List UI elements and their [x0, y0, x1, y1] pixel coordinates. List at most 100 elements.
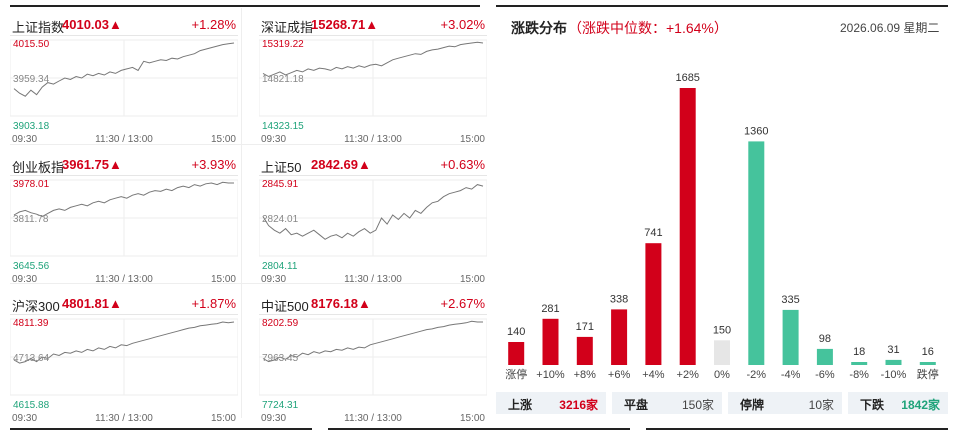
index-card[interactable]: 深证成指 15268.71▲ +3.02% 15319.22 14821.18 14323… [259, 8, 487, 146]
time-axis-end: 15:00 [460, 413, 485, 424]
distribution-bar-value: 150 [713, 324, 731, 336]
time-axis-end: 15:00 [460, 134, 485, 145]
stat-label: 平盘 [624, 398, 649, 412]
time-axis-mid: 11:30 / 13:00 [344, 134, 402, 145]
distribution-bar[interactable] [885, 359, 902, 365]
distribution-bar[interactable] [679, 88, 696, 365]
bottom-rule-1 [10, 428, 312, 430]
distribution-bar[interactable] [714, 340, 730, 365]
stat-value: 10家 [808, 398, 834, 412]
index-low-label: 14323.15 [262, 121, 304, 132]
stat-label: 上涨 [508, 398, 533, 412]
distribution-category-label: 涨停 [505, 367, 527, 381]
distribution-category-label: -8% [849, 369, 869, 381]
index-card[interactable]: 上证指数 4010.03▲ +1.28% 4015.50 3959.34 3903.18 0… [10, 8, 238, 146]
index-value: 2842.69▲ [311, 157, 371, 172]
index-price-line [13, 42, 235, 97]
distribution-category-label: -2% [747, 369, 767, 381]
index-header-separator [10, 175, 238, 176]
distribution-bar[interactable] [851, 362, 868, 365]
distribution-bar-value: 335 [781, 294, 799, 306]
index-card[interactable]: 上证50 2842.69▲ +0.63% 2845.91 2824.01 2804.11 0… [259, 148, 487, 286]
distribution-bar[interactable] [748, 141, 765, 365]
distribution-bar[interactable] [919, 362, 936, 365]
index-header-separator [259, 175, 487, 176]
index-value: 8176.18▲ [311, 296, 371, 311]
bottom-rule-3 [646, 428, 948, 430]
index-card[interactable]: 创业板指 3961.75▲ +3.93% 3978.01 3811.78 3645.56 0… [10, 148, 238, 286]
index-price-line [262, 41, 484, 78]
index-sparkline-chart: 4015.50 3959.34 3903.18 09:30 11:30 / 13:00 1… [10, 39, 238, 145]
stat-value: 1842家 [901, 398, 940, 412]
index-high-label: 4811.39 [13, 318, 49, 329]
index-mid-label: 3959.34 [13, 74, 50, 85]
index-card-header: 创业板指 3961.75▲ +3.93% [10, 148, 238, 176]
distribution-category-label: +10% [536, 369, 565, 381]
distribution-bar[interactable] [782, 309, 799, 365]
distribution-bar-value: 16 [922, 346, 934, 358]
index-name: 上证50 [261, 160, 302, 175]
distribution-median: （涨跌中位数：+1.64%） [568, 20, 728, 36]
index-value: 3961.75▲ [62, 157, 122, 172]
index-change: +1.87% [191, 296, 236, 311]
distribution-bar[interactable] [611, 309, 628, 365]
index-price-line [262, 320, 483, 363]
time-axis-mid: 11:30 / 13:00 [95, 413, 153, 424]
stat-value: 150家 [681, 398, 714, 412]
distribution-category-label: +6% [608, 369, 631, 381]
distribution-category-label: 0% [714, 369, 730, 381]
stat-box[interactable]: 平盘 150家 [612, 392, 722, 414]
index-price-line [262, 184, 484, 240]
time-axis-mid: 11:30 / 13:00 [344, 413, 402, 424]
distribution-bar[interactable] [542, 318, 559, 365]
distribution-date: 2026.06.09 星期二 [840, 21, 940, 35]
distribution-bar[interactable] [645, 243, 662, 365]
index-low-label: 3903.18 [13, 121, 50, 132]
index-sparkline-chart: 8202.59 7963.45 7724.31 09:30 11:30 / 13:00 1… [259, 318, 487, 424]
stat-label: 下跌 [860, 398, 885, 412]
index-card-header: 深证成指 15268.71▲ +3.02% [259, 8, 487, 36]
index-card-header: 上证50 2842.69▲ +0.63% [259, 148, 487, 176]
index-card-header: 中证500 8176.18▲ +2.67% [259, 287, 487, 315]
index-sparkline-chart: 2845.91 2824.01 2804.11 09:30 11:30 / 13:00 1… [259, 179, 487, 285]
index-card[interactable]: 沪深300 4801.81▲ +1.87% 4811.39 4713.64 4615.88… [10, 287, 238, 425]
distribution-category-label: -10% [881, 369, 907, 381]
panel-divider-row1 [10, 144, 480, 145]
stat-box[interactable]: 停牌 10家 [728, 392, 842, 414]
index-mid-label: 4713.64 [13, 353, 50, 364]
distribution-category-label: +4% [642, 369, 665, 381]
distribution-category-label: -4% [781, 369, 801, 381]
time-axis-end: 15:00 [460, 274, 485, 285]
index-high-label: 15319.22 [262, 39, 304, 50]
distribution-bar-value: 1685 [675, 72, 699, 84]
index-change: +0.63% [440, 157, 485, 172]
index-mid-label: 7963.45 [262, 353, 299, 364]
index-value: 4010.03▲ [62, 17, 122, 32]
stat-value: 3216家 [559, 398, 598, 412]
time-axis-mid: 11:30 / 13:00 [344, 274, 402, 285]
stat-box[interactable]: 上涨 3216家 [496, 392, 606, 414]
distribution-bar[interactable] [576, 336, 593, 365]
index-card-header: 上证指数 4010.03▲ +1.28% [10, 8, 238, 36]
stat-box[interactable]: 下跌 1842家 [848, 392, 948, 414]
time-axis-mid: 11:30 / 13:00 [95, 134, 153, 145]
distribution-bar[interactable] [816, 348, 833, 365]
distribution-bar-value: 338 [610, 293, 628, 305]
distribution-category-label: 跌停 [917, 367, 939, 381]
index-change: +3.02% [440, 17, 485, 32]
bottom-rule-2 [328, 428, 630, 430]
distribution-bar-value: 741 [644, 227, 662, 239]
index-card[interactable]: 中证500 8176.18▲ +2.67% 8202.59 7963.45 7724.31… [259, 287, 487, 425]
panel-divider-vertical [241, 8, 242, 418]
time-axis-start: 09:30 [261, 274, 286, 285]
distribution-bar-value: 1360 [744, 125, 768, 137]
distribution-bar-value: 31 [887, 344, 899, 356]
index-low-label: 3645.56 [13, 261, 50, 272]
index-sparkline-chart: 3978.01 3811.78 3645.56 09:30 11:30 / 13:00 1… [10, 179, 238, 285]
index-mid-label: 2824.01 [262, 214, 299, 225]
distribution-bar-value: 171 [576, 321, 594, 333]
distribution-bar[interactable] [508, 342, 525, 365]
distribution-bar-value: 98 [819, 333, 831, 345]
index-card-header: 沪深300 4801.81▲ +1.87% [10, 287, 238, 315]
index-high-label: 4015.50 [13, 39, 50, 50]
